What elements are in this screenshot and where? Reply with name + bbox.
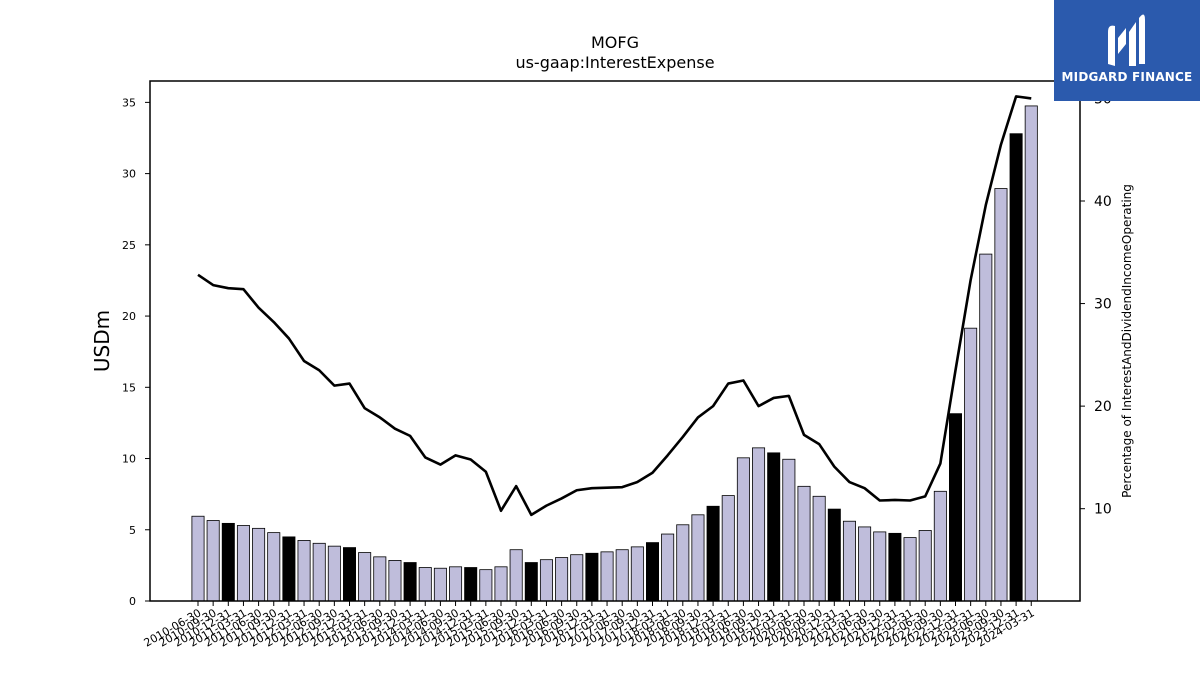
bar-2022-03-31 xyxy=(903,537,917,602)
y2-tick-label: 40 xyxy=(1094,194,1112,210)
bar-2023-12-31 xyxy=(1009,133,1023,602)
logo-mark-icon xyxy=(1108,14,1145,67)
bar-2011-06-30 xyxy=(252,527,266,602)
tick-labels: 0510152025303510203040502010-06-302010-0… xyxy=(122,91,1112,649)
bar-2011-12-31 xyxy=(282,536,296,602)
bar-2021-12-31 xyxy=(888,532,902,602)
bar-2022-06-30 xyxy=(918,530,932,602)
chart-subtitle: us-gaap:InterestExpense xyxy=(515,53,714,72)
bar-2019-12-31 xyxy=(767,452,781,602)
y-tick-label: 20 xyxy=(122,310,136,323)
bar-2010-09-30 xyxy=(206,520,220,602)
bar-2012-03-31 xyxy=(297,540,311,602)
bar-2011-09-30 xyxy=(267,532,281,602)
bar-2023-09-30 xyxy=(994,188,1008,602)
y2-tick-label: 20 xyxy=(1094,399,1112,415)
bar-2013-03-31 xyxy=(358,552,372,602)
bar-2015-12-31 xyxy=(524,562,538,602)
bar-2023-03-31 xyxy=(964,327,978,602)
y-tick-label: 5 xyxy=(129,524,136,537)
bar-2022-09-30 xyxy=(933,490,947,602)
bar-2010-12-31 xyxy=(221,522,235,602)
line-series xyxy=(197,95,1032,517)
bar-2021-06-30 xyxy=(858,526,872,602)
bar-2012-12-31 xyxy=(342,547,356,602)
y-tick-label: 30 xyxy=(122,168,136,181)
bar-2018-03-31 xyxy=(661,533,675,602)
bar-2021-03-31 xyxy=(842,520,856,602)
y2-tick-label: 10 xyxy=(1094,502,1112,518)
axes xyxy=(145,80,1085,606)
bar-2016-12-31 xyxy=(585,552,599,602)
bar-2011-03-31 xyxy=(236,525,250,602)
bar-2015-06-30 xyxy=(494,566,508,602)
bar-2019-06-30 xyxy=(736,457,750,602)
bar-2018-06-30 xyxy=(676,524,690,602)
bar-2015-03-31 xyxy=(479,569,493,602)
bar-2017-09-30 xyxy=(630,546,644,602)
bar-2014-09-30 xyxy=(449,566,463,602)
chart-title: MOFG xyxy=(591,33,639,52)
bar-2018-12-31 xyxy=(706,505,720,602)
bar-2014-12-31 xyxy=(464,567,478,602)
bar-2012-06-30 xyxy=(312,542,326,602)
y-tick-label: 15 xyxy=(122,381,136,394)
bar-2020-12-31 xyxy=(827,508,841,602)
bar-2013-12-31 xyxy=(403,562,417,602)
y-axis-label: USDm xyxy=(90,310,114,372)
y-tick-label: 35 xyxy=(122,96,136,109)
bar-2013-06-30 xyxy=(373,556,387,602)
bar-2020-09-30 xyxy=(812,495,826,602)
plot-frame xyxy=(149,80,1081,602)
y2-axis-label: Percentage of InterestAndDividendIncomeO… xyxy=(1120,184,1134,498)
bar-2024-03-31 xyxy=(1024,105,1038,602)
bar-2014-06-30 xyxy=(433,567,447,602)
percentage-line xyxy=(197,95,1032,517)
bar-2015-09-30 xyxy=(509,549,523,602)
bar-2021-09-30 xyxy=(873,531,887,602)
brand-logo: MIDGARD FINANCE xyxy=(1054,0,1200,101)
bar-2022-12-31 xyxy=(949,413,963,602)
bar-2012-09-30 xyxy=(327,545,341,602)
bar-2016-09-30 xyxy=(570,554,584,602)
bar-2018-09-30 xyxy=(691,514,705,602)
y-tick-label: 0 xyxy=(129,595,136,608)
bar-2023-06-30 xyxy=(979,253,993,602)
y2-tick-label: 30 xyxy=(1094,297,1112,313)
bar-2016-06-30 xyxy=(555,557,569,602)
bar-2017-06-30 xyxy=(615,549,629,602)
bar-2013-09-30 xyxy=(388,560,402,602)
bar-2017-03-31 xyxy=(600,551,614,602)
brand-name: MIDGARD FINANCE xyxy=(1061,70,1193,84)
bar-2019-09-30 xyxy=(752,447,766,602)
bar-2020-06-30 xyxy=(797,485,811,602)
bar-2016-03-31 xyxy=(539,559,553,602)
bar-2010-06-30 xyxy=(191,515,205,602)
bar-2014-03-31 xyxy=(418,567,432,602)
bar-group xyxy=(191,105,1038,602)
y-tick-label: 10 xyxy=(122,453,136,466)
y-tick-label: 25 xyxy=(122,239,136,252)
bar-2017-12-31 xyxy=(646,542,660,602)
bar-2019-03-31 xyxy=(721,495,735,602)
bar-2020-03-31 xyxy=(782,458,796,602)
